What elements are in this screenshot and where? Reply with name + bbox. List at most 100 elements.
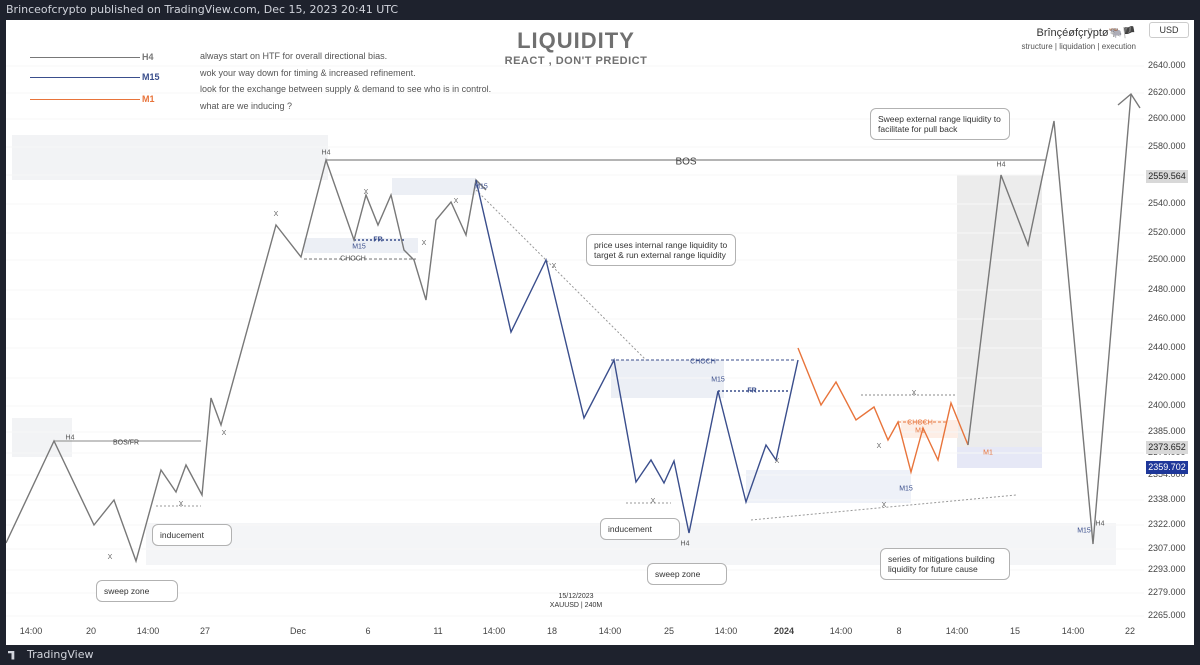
y-tick-label: 2640.000 [1148, 60, 1186, 70]
y-tick-label: 2480.000 [1148, 284, 1186, 294]
zone-m15-top [392, 178, 476, 195]
chart-frame[interactable]: X X X X X X X X X X X X X LIQUIDITY REACT , DON'T PR… [6, 20, 1194, 645]
y-tick-label: 2279.000 [1148, 587, 1186, 597]
x-marker-0: X [274, 211, 279, 218]
note-4: what are we inducing ? [200, 101, 293, 111]
publish-line: Brinceofcrypto published on TradingView.… [6, 3, 399, 16]
date-label-date: 15/12/2023 [558, 593, 594, 600]
y-tick-label: 2420.000 [1148, 372, 1186, 382]
x-tick-label: 14:00 [482, 626, 506, 636]
zone-right-blue [957, 447, 1042, 468]
bos-fr-label: BOS/FR [112, 439, 140, 447]
date-label-symbol: XAUUSD | 240M [549, 602, 603, 609]
x-marker-10: X [552, 263, 557, 270]
arrow-head-icon [1117, 92, 1141, 109]
chart-plot[interactable]: X X X X X X X X X X X X X [6, 20, 1194, 645]
callout-internal-range: price uses internal range liquidity to t… [586, 234, 736, 266]
x-tick-label: 14:00 [945, 626, 969, 636]
footer-bar: TradingView [0, 645, 1200, 665]
y-tick-label: 2540.000 [1148, 198, 1186, 208]
y-tick-label: 2322.000 [1148, 519, 1186, 529]
series-line-m1 [797, 347, 969, 475]
x-tick-label: 14:00 [1061, 626, 1085, 636]
m15-label-3: M15 [711, 376, 725, 384]
callout-inducement-left: inducement [152, 524, 232, 546]
x-marker-1: X [108, 554, 113, 561]
tradingview-logo-icon [8, 650, 15, 660]
callout-sweep-zone-left: sweep zone [96, 580, 178, 602]
legend-line-h4 [30, 57, 140, 58]
h4-label-2: H4 [321, 149, 331, 157]
legend-label-h4: H4 [142, 52, 154, 62]
price-tag-upper: 2559.564 [1146, 170, 1188, 183]
note-3: look for the exchange between supply & d… [200, 84, 492, 94]
callout-sweep-external: Sweep external range liquidity to facili… [870, 108, 1010, 140]
zone-right-gray [957, 175, 1042, 448]
series-line-h4b [967, 93, 1132, 545]
y-tick-label: 2265.000 [1148, 610, 1186, 620]
callout-sweep-zone-mid: sweep zone [647, 563, 727, 585]
m1-label-2: M1 [983, 449, 993, 457]
x-marker-5: X [454, 198, 459, 205]
h4-label-5: H4 [1095, 520, 1105, 528]
choch-label-m15: CHOCH [690, 358, 716, 366]
zone-m15-left [304, 238, 418, 253]
y-tick-label: 2400.000 [1148, 400, 1186, 410]
m15-label-2: M15 [474, 183, 488, 191]
x-tick-label: 15 [1009, 626, 1021, 636]
x-tick-label: 14:00 [19, 626, 43, 636]
y-tick-label: 2460.000 [1148, 313, 1186, 323]
legend-label-m15: M15 [142, 72, 160, 82]
x-tick-label: 14:00 [598, 626, 622, 636]
zone-left [12, 418, 72, 457]
x-tick-label: 11 [433, 626, 443, 636]
y-tick-label: 2520.000 [1148, 227, 1186, 237]
fr-label-1: FR [373, 236, 383, 244]
y-tick-label: 2385.000 [1148, 426, 1186, 436]
legend-label-m1: M1 [142, 94, 155, 104]
x-tick-label: 25 [663, 626, 675, 636]
currency-button[interactable]: USD [1149, 22, 1189, 38]
series-line-m15 [475, 179, 799, 534]
x-tick-label: 20 [85, 626, 97, 636]
x-tick-label: 22 [1124, 626, 1136, 636]
footer-brand: TradingView [27, 648, 94, 661]
chart-title: LIQUIDITY [517, 28, 635, 53]
legend-line-m15 [30, 77, 140, 78]
x-marker-12: X [222, 430, 227, 437]
legend-line-m1 [30, 99, 140, 100]
callout-mitigations: series of mitigations building liquidity… [880, 548, 1010, 580]
m1-label-1: M1 [915, 427, 925, 435]
x-tick-label: 14:00 [829, 626, 853, 636]
price-tag-current: 2359.702 [1146, 461, 1188, 474]
y-tick-label: 2440.000 [1148, 342, 1186, 352]
note-2: wok your way down for timing & increased… [200, 68, 416, 78]
y-tick-label: 2293.000 [1148, 564, 1186, 574]
zone-top-left [12, 135, 328, 180]
x-marker-9: X [882, 502, 887, 509]
m15-label-1: M15 [352, 243, 366, 251]
x-tick-label: 2024 [773, 626, 795, 636]
x-tick-label: 8 [896, 626, 902, 636]
x-marker-3: X [364, 189, 369, 196]
author-tags: structure | liquidation | execution [1021, 42, 1136, 51]
price-tag-mid: 2373.652 [1146, 441, 1188, 454]
x-marker-2: X [179, 501, 184, 508]
choch-label-m1: CHOCH [907, 419, 933, 427]
x-tick-label: 14:00 [136, 626, 160, 636]
x-marker-8: X [912, 390, 917, 397]
chart-subtitle: REACT , DON'T PREDICT [504, 55, 648, 67]
y-tick-label: 2307.000 [1148, 543, 1186, 553]
y-tick-label: 2620.000 [1148, 87, 1186, 97]
y-tick-label: 2600.000 [1148, 113, 1186, 123]
x-marker-7: X [775, 458, 780, 465]
choch-label-h4: CHOCH [340, 255, 366, 263]
bos-label: BOS [675, 156, 697, 168]
x-tick-label: 18 [546, 626, 558, 636]
x-marker-6: X [651, 498, 656, 505]
x-tick-label: 27 [199, 626, 211, 636]
h4-label-1: H4 [65, 434, 75, 442]
trendline-diagonal [475, 189, 647, 361]
publish-info-bar: Brinceofcrypto published on TradingView.… [0, 0, 1200, 20]
author-name: Brînçéøfçrÿptø🐃🏴 [1036, 27, 1136, 39]
